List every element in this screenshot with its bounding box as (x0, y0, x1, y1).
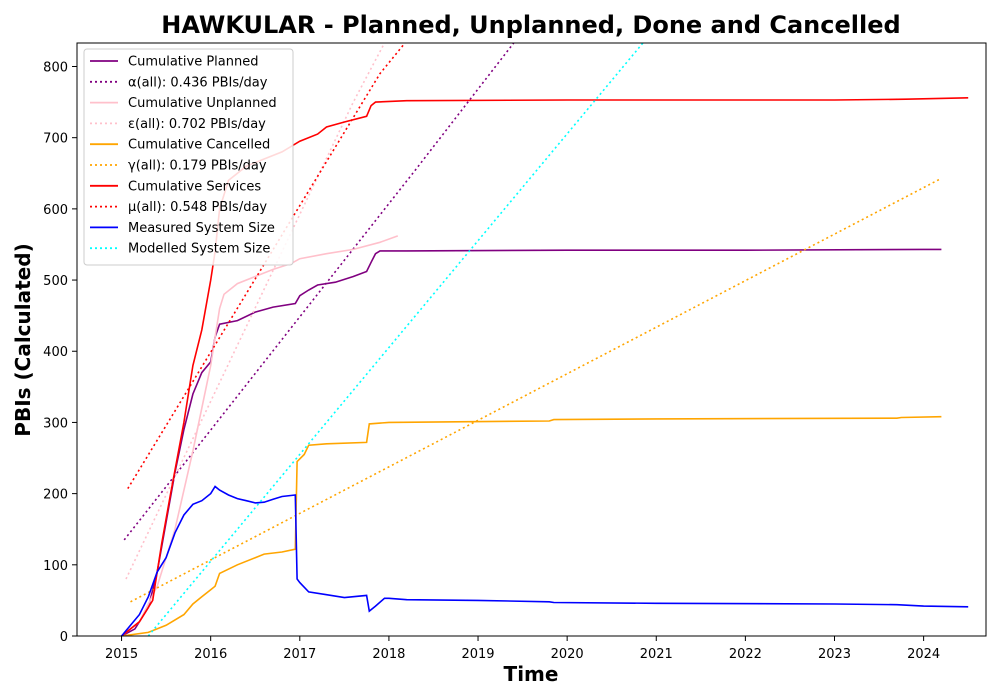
series-line-5 (121, 415, 942, 636)
y-tick-label: 100 (43, 559, 68, 574)
series-line-8 (127, 43, 406, 490)
chart-title: HAWKULAR - Planned, Unplanned, Done and … (161, 11, 900, 39)
series-line-3 (121, 235, 399, 636)
plot-frame (76, 42, 987, 637)
series-line-9 (120, 485, 969, 636)
x-tick-label: 2023 (818, 647, 851, 662)
legend-entry: ε(all): 0.702 PBIs/day (128, 117, 266, 132)
y-tick-label: 0 (60, 630, 68, 645)
x-axis: 2015 2016 2017 2018 2019 2020 2021 2022 2023 2024 (105, 636, 940, 662)
legend-entry: Cumulative Planned (128, 55, 258, 70)
x-tick-label: 2016 (194, 647, 227, 662)
legend-entry: Measured System Size (128, 221, 275, 236)
x-tick-label: 2020 (551, 647, 584, 662)
x-axis-label: Time (504, 662, 559, 686)
y-tick-label: 600 (43, 203, 68, 218)
y-tick-label: 800 (43, 60, 68, 75)
series-line-1 (121, 248, 942, 636)
x-tick-label: 2018 (372, 647, 405, 662)
series-line-10 (147, 43, 644, 636)
x-tick-label: 2024 (907, 647, 940, 662)
x-tick-label: 2019 (461, 647, 494, 662)
legend-entry: μ(all): 0.548 PBIs/day (128, 200, 267, 215)
series-line-4 (125, 43, 386, 580)
legend-entry: α(all): 0.436 PBIs/day (128, 75, 268, 90)
legend-entry: Cumulative Services (128, 179, 261, 194)
x-tick-label: 2022 (729, 647, 762, 662)
x-tick-label: 2017 (283, 647, 316, 662)
legend-entry: Modelled System Size (128, 242, 270, 257)
y-tick-label: 700 (43, 132, 68, 147)
y-tick-label: 200 (43, 488, 68, 503)
series-line-2 (123, 43, 515, 541)
y-tick-label: 300 (43, 416, 68, 431)
legend-entry: Cumulative Unplanned (128, 96, 277, 111)
y-tick-label: 500 (43, 274, 68, 289)
legend-frame (83, 48, 294, 266)
y-axis: 0 100 200 300 400 500 600 700 800 (43, 60, 77, 645)
legend: Cumulative Planned α(all): 0.436 PBIs/day… (83, 48, 294, 266)
y-axis-label: PBIs (Calculated) (11, 243, 35, 436)
x-tick-label: 2021 (640, 647, 673, 662)
legend-entry: Cumulative Cancelled (128, 138, 270, 153)
x-tick-label: 2015 (105, 647, 138, 662)
legend-entry: γ(all): 0.179 PBIs/day (128, 159, 267, 174)
y-tick-label: 400 (43, 345, 68, 360)
